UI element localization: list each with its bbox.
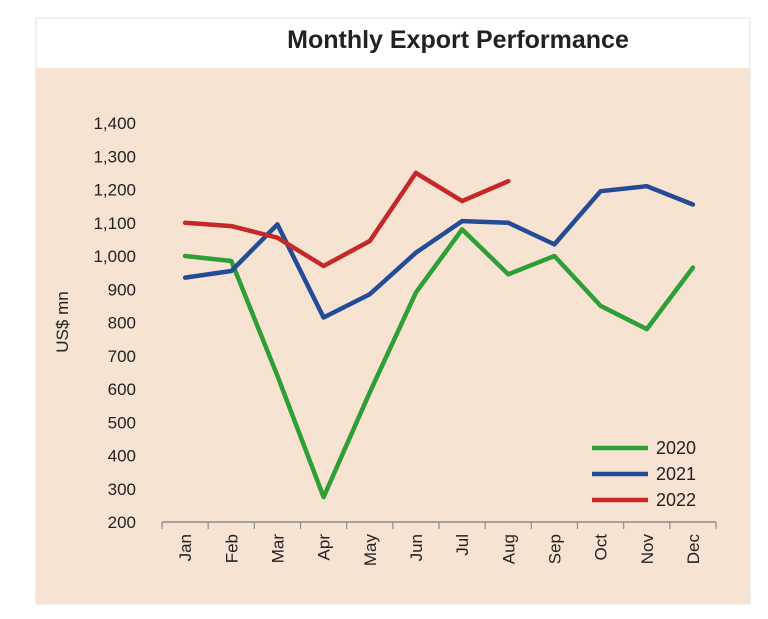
y-tick-label: 500	[108, 413, 136, 432]
x-tick-label: Jan	[176, 534, 195, 561]
legend: 2020 2021 2022	[592, 438, 696, 510]
y-tick-label: 1,300	[93, 147, 136, 166]
x-tick-label: Apr	[315, 534, 334, 561]
series-line-2020	[182, 227, 696, 500]
y-tick-label: 400	[108, 447, 136, 466]
y-tick-label: 300	[108, 480, 136, 499]
x-tick-label: Sep	[545, 534, 564, 564]
y-tick-label: 1,200	[93, 181, 136, 200]
chart-title: Monthly Export Performance	[287, 26, 629, 54]
x-tick-label: Jul	[453, 534, 472, 556]
legend-label-2020: 2020	[656, 438, 696, 458]
y-tick-label: 1,100	[93, 214, 136, 233]
x-tick-label: Mar	[268, 534, 287, 564]
plot-area	[36, 68, 750, 604]
y-tick-label: 900	[108, 280, 136, 299]
x-tick-label: Oct	[592, 534, 611, 561]
y-tick-label: 200	[108, 513, 136, 532]
x-tick-label: Nov	[638, 534, 657, 565]
x-axis-ticks: Jan Feb Mar Apr May Jun Jul Aug Sep Oct Nov Dec	[161, 522, 717, 567]
series-line-2021	[182, 183, 696, 320]
y-axis-label: US$ mn	[53, 291, 72, 352]
legend-label-2022: 2022	[656, 490, 696, 510]
y-tick-label: 1,400	[93, 114, 136, 133]
y-axis-ticks: 200 300 400 500 600 700 800 900 1,000 1,100 1,200 1…	[93, 114, 136, 532]
y-tick-label: 800	[108, 314, 136, 333]
y-tick-label: 700	[108, 347, 136, 366]
x-tick-label: Jun	[407, 534, 426, 561]
x-tick-label: May	[361, 534, 380, 567]
series-lines	[182, 170, 696, 500]
x-tick-label: Feb	[222, 534, 241, 563]
y-tick-label: 600	[108, 380, 136, 399]
legend-label-2021: 2021	[656, 464, 696, 484]
series-line-2022	[182, 170, 511, 269]
y-tick-label: 1,000	[93, 247, 136, 266]
x-tick-label: Aug	[499, 534, 518, 564]
x-tick-label: Dec	[684, 534, 703, 565]
